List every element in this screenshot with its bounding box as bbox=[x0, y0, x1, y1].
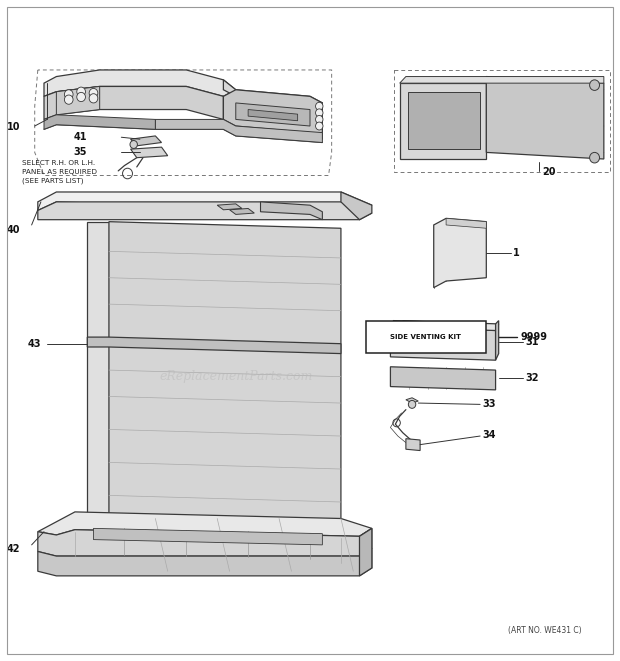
Text: 32: 32 bbox=[525, 373, 539, 383]
Polygon shape bbox=[403, 321, 446, 329]
Polygon shape bbox=[44, 70, 236, 97]
Circle shape bbox=[89, 89, 98, 98]
Polygon shape bbox=[391, 367, 495, 390]
Circle shape bbox=[316, 102, 323, 110]
Text: SELECT R.H. OR L.H.
PANEL AS REQUIRED
(SEE PARTS LIST): SELECT R.H. OR L.H. PANEL AS REQUIRED (S… bbox=[22, 161, 97, 184]
Circle shape bbox=[64, 95, 73, 104]
Polygon shape bbox=[341, 192, 372, 219]
Circle shape bbox=[316, 122, 323, 130]
Polygon shape bbox=[391, 321, 498, 330]
Polygon shape bbox=[56, 87, 100, 115]
Polygon shape bbox=[217, 204, 242, 210]
Circle shape bbox=[77, 93, 86, 102]
Text: 41: 41 bbox=[74, 132, 87, 142]
Polygon shape bbox=[391, 327, 495, 360]
Text: 33: 33 bbox=[482, 399, 495, 409]
Text: 42: 42 bbox=[7, 545, 20, 555]
Polygon shape bbox=[486, 77, 604, 159]
Text: eReplacementParts.com: eReplacementParts.com bbox=[159, 370, 312, 383]
Polygon shape bbox=[131, 147, 168, 158]
Polygon shape bbox=[408, 92, 480, 149]
Circle shape bbox=[590, 80, 600, 91]
Polygon shape bbox=[360, 528, 372, 576]
Polygon shape bbox=[248, 110, 298, 121]
Polygon shape bbox=[38, 528, 372, 556]
Polygon shape bbox=[236, 103, 310, 126]
Polygon shape bbox=[38, 202, 372, 219]
Circle shape bbox=[77, 87, 86, 97]
Circle shape bbox=[316, 116, 323, 124]
Polygon shape bbox=[44, 115, 156, 130]
Polygon shape bbox=[156, 120, 322, 143]
Text: 20: 20 bbox=[542, 167, 556, 177]
Circle shape bbox=[130, 141, 138, 149]
Polygon shape bbox=[94, 528, 322, 545]
Polygon shape bbox=[87, 337, 341, 354]
Text: SIDE VENTING KIT: SIDE VENTING KIT bbox=[391, 334, 461, 340]
Polygon shape bbox=[38, 548, 372, 576]
Text: 9999: 9999 bbox=[520, 332, 547, 342]
FancyBboxPatch shape bbox=[366, 321, 486, 353]
Polygon shape bbox=[229, 208, 254, 214]
Text: 10: 10 bbox=[7, 122, 20, 132]
Circle shape bbox=[590, 153, 600, 163]
Circle shape bbox=[89, 94, 98, 103]
Polygon shape bbox=[446, 218, 486, 228]
Text: 34: 34 bbox=[482, 430, 495, 440]
Circle shape bbox=[64, 90, 73, 99]
Text: 43: 43 bbox=[27, 338, 41, 349]
Text: 1: 1 bbox=[513, 248, 520, 258]
Polygon shape bbox=[87, 221, 109, 531]
Circle shape bbox=[316, 109, 323, 117]
Polygon shape bbox=[400, 83, 486, 159]
Polygon shape bbox=[406, 439, 420, 451]
Polygon shape bbox=[38, 192, 372, 212]
Circle shape bbox=[409, 401, 416, 408]
Polygon shape bbox=[131, 136, 162, 146]
Text: 35: 35 bbox=[74, 147, 87, 157]
Polygon shape bbox=[223, 90, 322, 139]
Polygon shape bbox=[44, 87, 223, 120]
Text: (ART NO. WE431 C): (ART NO. WE431 C) bbox=[508, 626, 582, 635]
Polygon shape bbox=[260, 202, 322, 219]
Text: 40: 40 bbox=[7, 225, 20, 235]
Polygon shape bbox=[38, 512, 372, 536]
Polygon shape bbox=[495, 321, 498, 360]
Polygon shape bbox=[406, 398, 419, 403]
Polygon shape bbox=[223, 80, 322, 106]
Polygon shape bbox=[400, 77, 604, 83]
Text: 31: 31 bbox=[525, 337, 539, 348]
Polygon shape bbox=[434, 218, 486, 288]
Polygon shape bbox=[109, 221, 341, 538]
